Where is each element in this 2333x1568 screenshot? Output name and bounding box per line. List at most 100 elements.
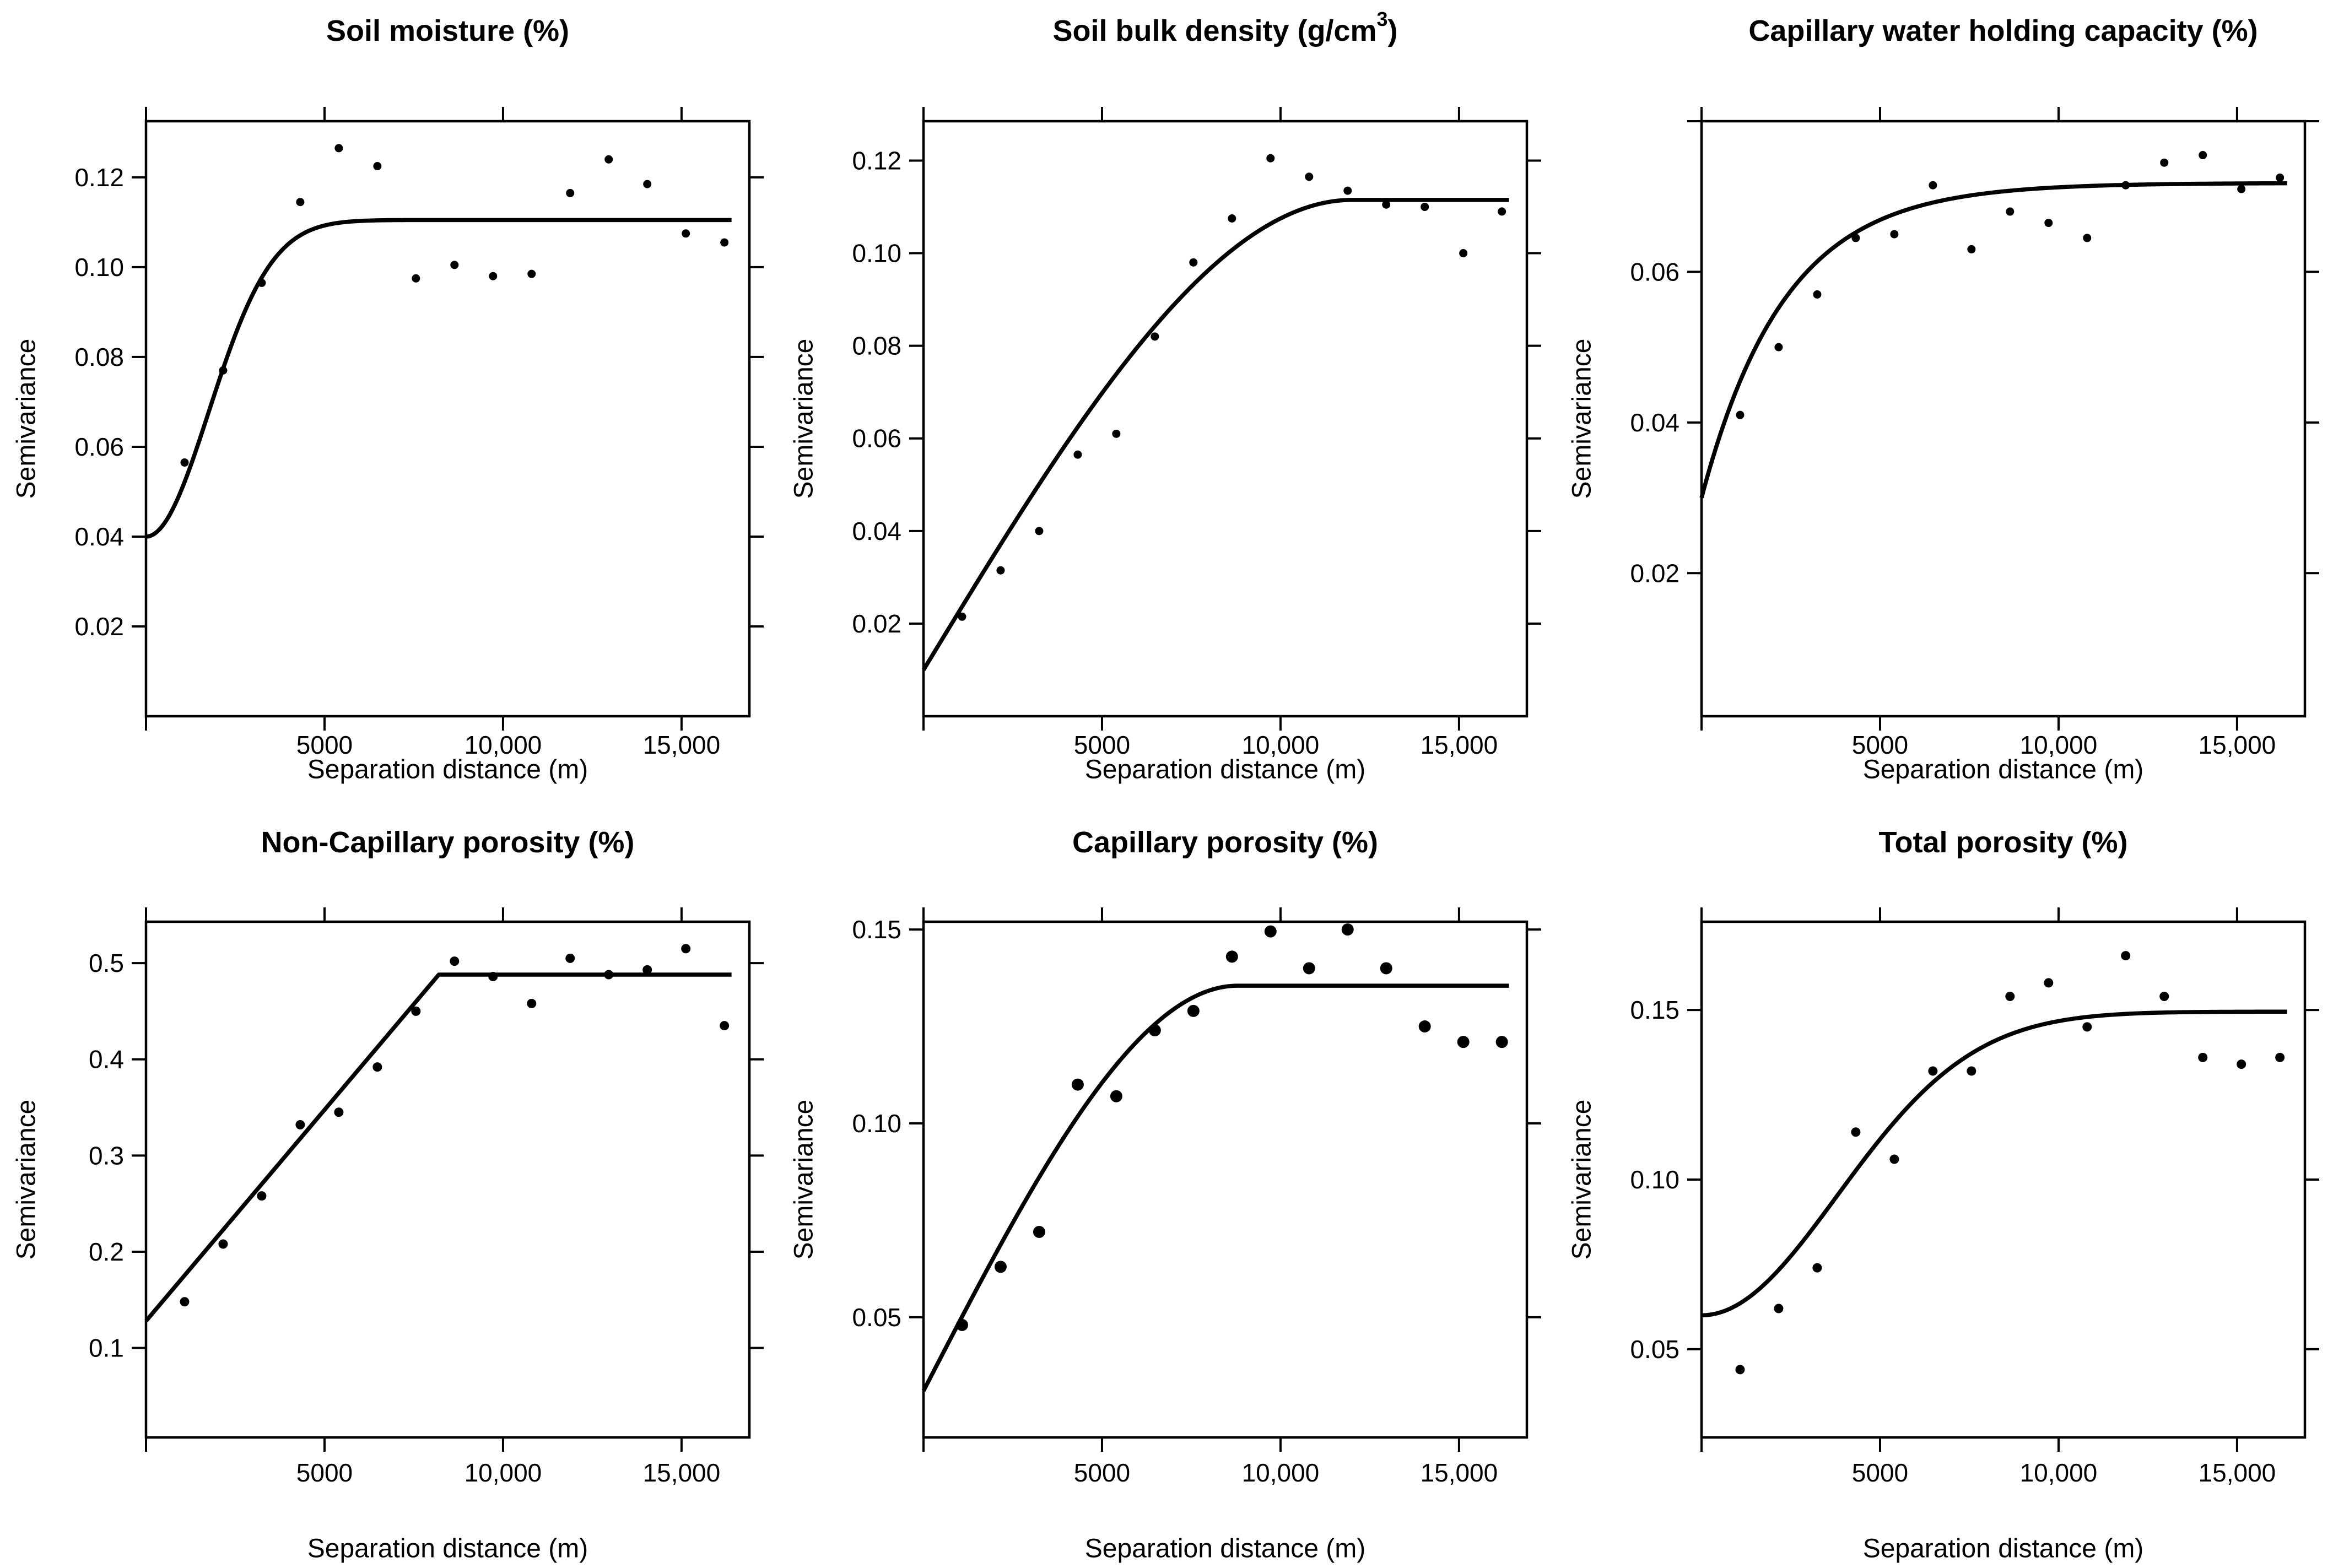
- y-tick-label: 0.10: [852, 1109, 902, 1138]
- x-tick-label: 15,000: [643, 1458, 721, 1487]
- y-axis-title: Semivariance: [1567, 339, 1596, 499]
- y-tick-label: 0.02: [74, 612, 124, 641]
- data-point: [1812, 1263, 1822, 1273]
- panel-soil-bulk-density: 5000 10,000 15,000 0.02 0.04 0.06 0.08 0.10 0.12…: [777, 0, 1555, 784]
- y-tick-label: 0.08: [852, 332, 902, 360]
- data-point: [219, 366, 228, 375]
- data-point: [527, 269, 536, 278]
- y-tick-label: 0.4: [89, 1045, 124, 1074]
- data-point: [720, 1021, 730, 1031]
- data-point: [450, 261, 459, 269]
- data-point: [2237, 185, 2245, 193]
- y-tick-label: 0.12: [74, 163, 124, 192]
- data-point: [642, 965, 652, 975]
- data-point: [1498, 207, 1506, 216]
- data-point: [334, 1107, 344, 1117]
- data-point: [527, 998, 537, 1008]
- fit-curve: [922, 198, 1509, 671]
- data-point: [956, 1318, 969, 1331]
- data-point: [2082, 234, 2091, 242]
- y-tick-label: 0.02: [1630, 559, 1679, 587]
- data-point: [566, 188, 575, 197]
- data-point: [604, 970, 614, 980]
- data-point: [1033, 1226, 1046, 1239]
- data-point: [1382, 200, 1391, 209]
- data-point: [958, 612, 966, 621]
- plot-box: [144, 920, 751, 1439]
- y-tick-label: 0.5: [89, 949, 124, 977]
- panel-non-capillary-porosity: 5000 10,000 15,000 0.1 0.2 0.3 0.4 0.5 Non-Capil…: [0, 784, 777, 1568]
- data-point: [295, 1120, 305, 1129]
- y-axis-title: Semivariance: [790, 1100, 819, 1260]
- panel-capillary-water-holding-capacity: 5000 10,000 15,000 0.02 0.04 0.06 Capillary wa…: [1556, 0, 2333, 784]
- y-axis-title: Semivariance: [1567, 1100, 1596, 1260]
- plot-box: [922, 920, 1529, 1439]
- data-point: [1889, 1154, 1899, 1164]
- data-point: [1380, 962, 1393, 975]
- data-point: [2236, 1059, 2246, 1069]
- data-point: [1495, 1036, 1508, 1048]
- data-point: [2159, 991, 2169, 1001]
- x-tick-label: 5000: [1074, 731, 1130, 759]
- variogram-svg: 5000 10,000 15,000 0.05 0.10 0.15 Total porosi…: [1567, 826, 2319, 1564]
- data-point: [643, 180, 652, 188]
- data-point: [1303, 962, 1316, 975]
- variogram-svg: 5000 10,000 15,000 0.02 0.04 0.06 Capillary wa…: [1567, 14, 2319, 785]
- variogram-svg: 5000 10,000 15,000 0.02 0.04 0.06 0.08 0.10 0.12…: [12, 14, 764, 784]
- data-point: [720, 238, 729, 247]
- plot-box: [144, 120, 751, 718]
- data-point: [1421, 202, 1429, 211]
- data-point: [180, 458, 189, 467]
- data-point: [2120, 951, 2130, 961]
- data-point: [1266, 154, 1275, 163]
- data-point: [257, 278, 266, 287]
- x-tick-label: 10,000: [1242, 1458, 1320, 1487]
- data-point: [1928, 1066, 1938, 1076]
- data-point: [2275, 1052, 2285, 1062]
- fit-curve: [921, 983, 1509, 1392]
- plot-box: [1700, 120, 2306, 718]
- fit-curve: [1699, 181, 2287, 499]
- x-tick-label: 5000: [296, 1458, 353, 1487]
- data-point: [1151, 332, 1159, 341]
- y-tick-label: 0.10: [1630, 1165, 1679, 1194]
- data-point: [2005, 991, 2015, 1001]
- y-tick-label: 0.12: [852, 146, 902, 175]
- data-point: [1073, 450, 1082, 459]
- data-point: [218, 1239, 228, 1249]
- plot-box: [1700, 920, 2306, 1439]
- data-point: [682, 229, 690, 238]
- panel-soil-moisture: 5000 10,000 15,000 0.02 0.04 0.06 0.08 0.10 0.12…: [0, 0, 777, 784]
- data-point: [1890, 230, 1899, 239]
- data-point: [489, 272, 498, 280]
- variogram-svg: 5000 10,000 15,000 0.1 0.2 0.3 0.4 0.5 Non-Capil…: [12, 826, 764, 1563]
- data-point: [1305, 172, 1314, 181]
- data-point: [2198, 151, 2207, 160]
- x-axis-title: Separation distance (m): [307, 755, 588, 784]
- y-tick-label: 0.05: [852, 1303, 902, 1332]
- y-axis-title: Semivariance: [790, 339, 819, 499]
- y-tick-label: 0.02: [852, 609, 902, 638]
- data-point: [180, 1297, 190, 1307]
- x-tick-label: 10,000: [465, 731, 542, 759]
- data-point: [604, 155, 613, 164]
- x-tick-label: 10,000: [465, 1458, 542, 1487]
- variogram-svg: 5000 10,000 15,000 0.05 0.10 0.15 Capillary po…: [790, 826, 1542, 1563]
- x-tick-label: 15,000: [1421, 731, 1498, 759]
- data-point: [2159, 158, 2168, 167]
- data-point: [1774, 1304, 1784, 1313]
- y-axis-title: Semivariance: [12, 339, 41, 499]
- x-tick-label: 15,000: [1421, 1458, 1498, 1487]
- panel-title: Total porosity (%): [1878, 826, 2127, 859]
- fit-curve: [145, 218, 732, 539]
- data-point: [681, 944, 691, 954]
- data-point: [450, 956, 460, 966]
- x-tick-label: 15,000: [643, 731, 721, 759]
- data-point: [1035, 527, 1044, 536]
- x-axis-title: Separation distance (m): [1862, 755, 2143, 785]
- data-point: [1343, 186, 1352, 195]
- x-tick-label: 5000: [1851, 1458, 1908, 1487]
- x-axis-title: Separation distance (m): [1085, 1534, 1365, 1563]
- y-tick-label: 0.08: [74, 343, 124, 371]
